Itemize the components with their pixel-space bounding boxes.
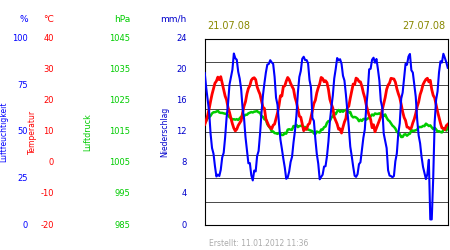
Text: 1035: 1035: [109, 65, 130, 74]
Text: 0: 0: [181, 220, 187, 230]
Text: -10: -10: [40, 190, 54, 198]
Text: Temperatur: Temperatur: [28, 110, 37, 154]
Text: hPa: hPa: [114, 15, 130, 24]
Text: 40: 40: [44, 34, 54, 43]
Text: °C: °C: [43, 15, 54, 24]
Text: 1045: 1045: [109, 34, 130, 43]
Text: 1015: 1015: [109, 127, 130, 136]
Text: -20: -20: [40, 220, 54, 230]
Text: 4: 4: [181, 190, 187, 198]
Text: 16: 16: [176, 96, 187, 105]
Text: 10: 10: [44, 127, 54, 136]
Text: 27.07.08: 27.07.08: [402, 21, 446, 31]
Text: 25: 25: [18, 174, 28, 183]
Text: Luftfeuchtigkeit: Luftfeuchtigkeit: [0, 102, 8, 162]
Text: Niederschlag: Niederschlag: [160, 107, 169, 157]
Text: 75: 75: [17, 81, 28, 90]
Text: mm/h: mm/h: [161, 15, 187, 24]
Text: 0: 0: [22, 220, 28, 230]
Text: 0: 0: [49, 158, 54, 168]
Text: 995: 995: [115, 190, 130, 198]
Text: 100: 100: [12, 34, 28, 43]
Text: 1005: 1005: [109, 158, 130, 168]
Text: 985: 985: [115, 220, 130, 230]
Text: 8: 8: [181, 158, 187, 168]
Text: 1025: 1025: [109, 96, 130, 105]
Text: 21.07.08: 21.07.08: [207, 21, 250, 31]
Text: 12: 12: [176, 127, 187, 136]
Text: 20: 20: [176, 65, 187, 74]
Text: 24: 24: [176, 34, 187, 43]
Text: Erstellt: 11.01.2012 11:36: Erstellt: 11.01.2012 11:36: [209, 238, 309, 248]
Text: 30: 30: [43, 65, 54, 74]
Text: Luftdruck: Luftdruck: [83, 113, 92, 151]
Text: %: %: [19, 15, 28, 24]
Text: 20: 20: [44, 96, 54, 105]
Text: 50: 50: [18, 127, 28, 136]
